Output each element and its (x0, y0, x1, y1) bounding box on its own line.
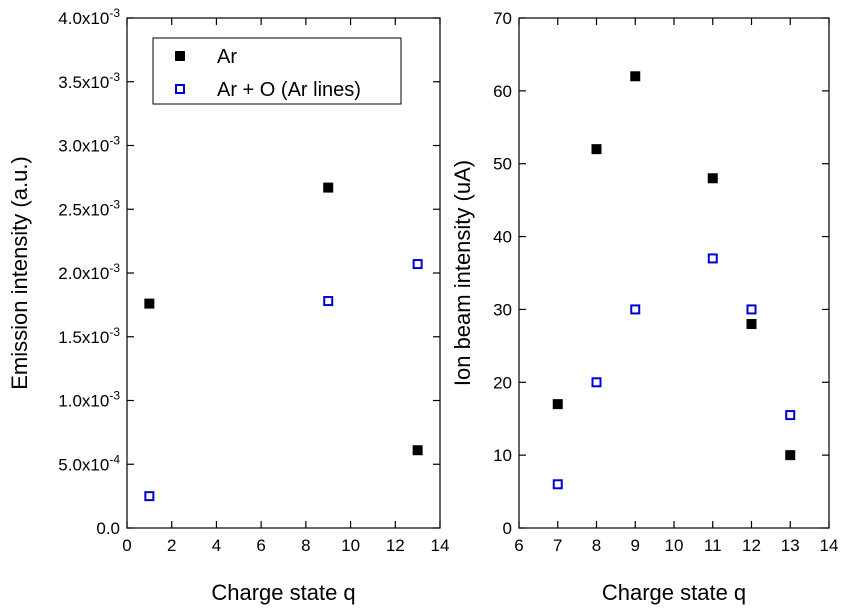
y-tick-label: 70 (493, 9, 512, 28)
x-tick-label: 8 (592, 536, 601, 555)
data-point (785, 410, 796, 421)
panel-1: 0 2 4 6 8 10 12 14 0.0 5.0x10-4 1.0x10-3 1.5x10-3 2.… (7, 6, 449, 605)
data-point (412, 445, 423, 456)
x-axis-title: Charge state q (211, 580, 355, 605)
series-1 (144, 182, 423, 456)
legend-box (152, 37, 402, 105)
data-point (144, 491, 155, 502)
x-tick-label: 14 (820, 536, 839, 555)
legend: Ar Ar + O (Ar lines) (152, 37, 402, 105)
data-point (707, 173, 718, 184)
y-tick-label: 2.5x10-3 (58, 197, 120, 219)
series-2 (552, 253, 796, 490)
y-tick-label: 2.0x10-3 (58, 261, 120, 283)
data-point (412, 259, 423, 270)
y-axis-title: Ion beam intensity (uA) (450, 160, 475, 386)
y-tick-label: 1.5x10-3 (58, 325, 120, 347)
panel-2: 6 7 8 9 10 11 12 13 14 0 10 20 30 40 50 60 70 Charge stat… (450, 9, 838, 605)
plot-frame (518, 17, 830, 529)
data-point (552, 399, 563, 410)
y-tick-label: 60 (493, 82, 512, 101)
x-tick-label: 7 (553, 536, 562, 555)
x-tick-label: 12 (742, 536, 761, 555)
legend-label: Ar (217, 46, 237, 68)
y-tick-label: 3.5x10-3 (58, 70, 120, 92)
y-tick-label: 30 (493, 300, 512, 319)
y-tick-label: 1.0x10-3 (58, 389, 120, 411)
y-tick-label: 0 (503, 519, 512, 538)
data-point (323, 182, 334, 193)
legend-marker (175, 51, 185, 61)
data-point (552, 479, 563, 490)
data-point (323, 296, 334, 307)
x-tick-label: 2 (167, 536, 176, 555)
x-tick-label: 6 (256, 536, 265, 555)
y-tick-label: 40 (493, 228, 512, 247)
data-point (591, 144, 602, 155)
data-point (707, 253, 718, 264)
x-tick-label: 0 (122, 536, 131, 555)
x-tick-label: 8 (301, 536, 310, 555)
y-tick-label: 0.0 (96, 519, 120, 538)
y-tick-label: 5.0x10-4 (58, 452, 120, 474)
x-tick-label: 10 (341, 536, 360, 555)
y-axis-title: Emission intensity (a.u.) (7, 156, 32, 390)
data-point (144, 298, 155, 309)
x-tick-label: 13 (781, 536, 800, 555)
legend-marker (175, 84, 185, 94)
y-tick-label: 20 (493, 373, 512, 392)
x-tick-label: 10 (665, 536, 684, 555)
legend-label: Ar + O (Ar lines) (217, 79, 361, 101)
series-2 (144, 259, 423, 502)
data-point (630, 304, 641, 315)
x-tick-label: 4 (212, 536, 221, 555)
x-tick-label: 6 (514, 536, 523, 555)
x-tick-label: 14 (431, 536, 450, 555)
series-1 (552, 71, 796, 461)
data-point (630, 71, 641, 82)
x-tick-label: 11 (704, 536, 722, 555)
data-point (746, 304, 757, 315)
data-point (591, 377, 602, 388)
y-tick-label: 10 (493, 446, 512, 465)
data-point (746, 319, 757, 329)
x-tick-label: 12 (386, 536, 405, 555)
x-axis-title: Charge state q (602, 580, 746, 605)
y-tick-label: 50 (493, 155, 512, 174)
x-tick-label: 9 (631, 536, 640, 555)
y-tick-label: 3.0x10-3 (58, 134, 120, 156)
data-point (785, 450, 796, 461)
y-tick-label: 4.0x10-3 (58, 6, 120, 28)
